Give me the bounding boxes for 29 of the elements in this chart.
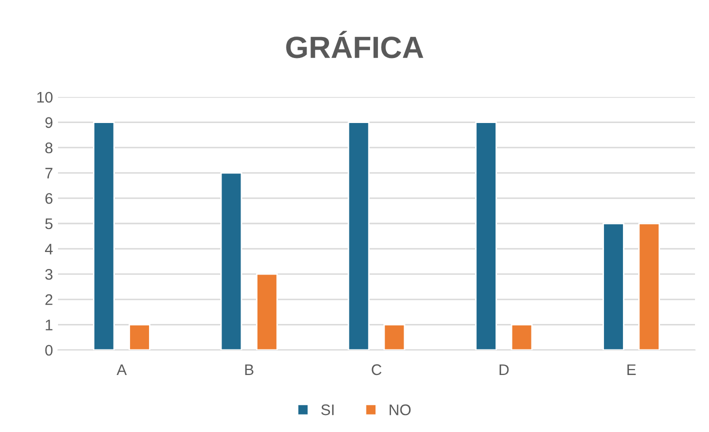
- y-tick-label: 6: [45, 193, 52, 204]
- bar: [510, 324, 533, 350]
- bar: [475, 122, 497, 350]
- bar: [638, 222, 660, 350]
- x-tick-label: E: [627, 364, 636, 375]
- chart-title: GRÁFICA: [286, 30, 424, 58]
- legend-label: SI: [321, 404, 334, 416]
- y-tick-label: 2: [45, 294, 52, 305]
- x-tick-label: A: [116, 364, 127, 375]
- y-tick-label: 10: [37, 92, 53, 103]
- x-tick-label: D: [500, 364, 509, 375]
- legend-label: NO: [390, 404, 411, 416]
- bar: [602, 222, 624, 350]
- y-tick-label: 1: [46, 320, 52, 330]
- bar: [348, 122, 370, 350]
- y-tick-label: 3: [45, 268, 52, 280]
- x-tick-label: C: [372, 364, 382, 376]
- y-tick-label: 7: [45, 168, 52, 178]
- y-tick-label: 8: [45, 142, 52, 154]
- bar: [128, 324, 150, 350]
- bar: [220, 172, 242, 350]
- y-tick-label: 4: [44, 244, 53, 254]
- y-tick-label: 0: [45, 344, 53, 356]
- bar: [383, 324, 406, 350]
- bar: [256, 273, 278, 350]
- y-tick-label: 5: [45, 218, 52, 230]
- bar: [92, 122, 115, 350]
- y-tick-label: 9: [45, 117, 52, 128]
- x-tick-label: B: [245, 364, 254, 375]
